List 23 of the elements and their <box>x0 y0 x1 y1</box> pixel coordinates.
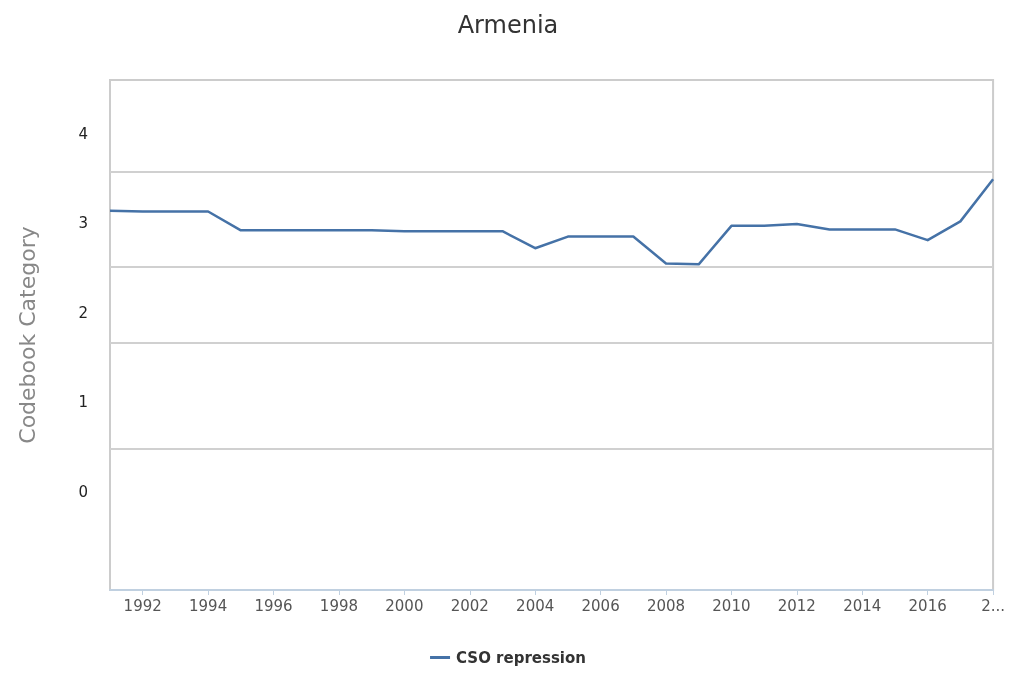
x-tick-label: 2014 <box>843 596 882 615</box>
x-tick-label: 2000 <box>385 596 424 615</box>
x-tick-label: 1992 <box>123 596 162 615</box>
y-tick-label: 1 <box>78 393 88 412</box>
y-tick-label: 0 <box>78 482 88 501</box>
x-tick-label: 2016 <box>908 596 947 615</box>
x-tick-label: 2... <box>981 596 1006 615</box>
x-tick-label: 2004 <box>516 596 555 615</box>
legend-label: CSO repression <box>456 648 586 667</box>
y-tick-label: 3 <box>78 214 88 233</box>
x-tick-label: 2008 <box>646 596 686 615</box>
line-series <box>108 178 995 266</box>
x-tick-label: 1998 <box>319 596 359 615</box>
y-tick-label: 2 <box>78 303 88 322</box>
y-axis-title: Codebook Category <box>14 226 40 444</box>
y-tick-label: 4 <box>78 124 88 143</box>
x-tick-label: 1994 <box>189 596 228 615</box>
x-tick-label: 2006 <box>581 596 620 615</box>
chart-title: Armenia <box>457 11 559 39</box>
x-tick-label: 2012 <box>777 596 816 615</box>
x-tick-label: 2010 <box>712 596 751 615</box>
x-tick-label: 2002 <box>450 596 489 615</box>
x-tick-label: 1996 <box>254 596 293 615</box>
